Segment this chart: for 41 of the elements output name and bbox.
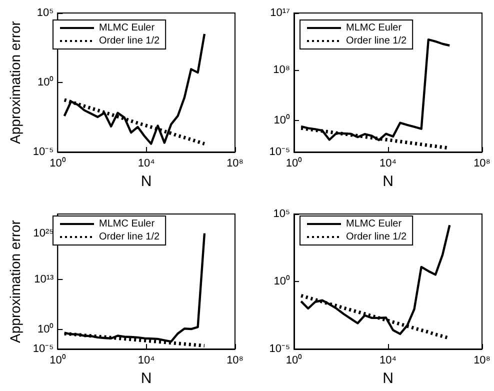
y-tick-label: 10⁰	[37, 76, 54, 88]
y-tick-label: 10⁻⁵	[269, 146, 290, 158]
x-axis-title: N	[382, 173, 394, 190]
y-tick-label: 10⁻⁵	[269, 343, 290, 355]
y-tick-label: 10¹³	[34, 274, 54, 286]
y-tick-label: 10⁵	[36, 7, 54, 19]
x-tick-label: 10⁰	[286, 156, 302, 170]
y-tick-label: 10⁰	[37, 322, 54, 336]
legend-label: MLMC Euler	[99, 218, 156, 230]
x-axis-title: N	[382, 370, 394, 387]
x-tick-label: 10⁸	[474, 158, 490, 170]
legend-label: Order line 1/2	[99, 232, 160, 242]
x-tick-label: 10⁴	[138, 354, 156, 366]
y-tick-label: 10⁻⁵	[32, 146, 54, 158]
y-axis-title: Approximation error	[7, 220, 23, 343]
x-tick-label: 10⁴	[380, 158, 397, 170]
y-tick-label: 10⁵	[273, 208, 290, 220]
x-tick-label: 10⁴	[138, 158, 156, 170]
legend-label: MLMC Euler	[346, 218, 402, 230]
legend-label: MLMC Euler	[346, 22, 402, 34]
x-tick-label: 10⁸	[226, 354, 244, 366]
y-tick-label: 10⁸	[273, 64, 290, 76]
x-tick-label: 10⁰	[286, 354, 302, 366]
y-axis-title: Approximation error	[7, 20, 23, 144]
y-tick-label: 10⁻⁵	[32, 343, 54, 355]
x-tick-label: 10⁰	[50, 354, 66, 366]
line-series	[63, 32, 206, 145]
x-tick-label: 10⁸	[226, 158, 244, 170]
y-tick-label: 10⁰	[274, 274, 290, 288]
y-tick-label: 10⁰	[274, 113, 290, 126]
x-tick-label: 10⁴	[380, 354, 397, 366]
legend-label: Order line 1/2	[346, 232, 408, 242]
legend-label: MLMC Euler	[99, 22, 156, 34]
x-tick-label: 10⁰	[50, 156, 66, 170]
x-tick-label: 10⁸	[474, 354, 490, 366]
x-axis-title: N	[140, 173, 152, 190]
y-tick-label: 10²⁵	[33, 227, 54, 240]
y-tick-label: 10¹⁷	[270, 7, 290, 19]
x-axis-title: N	[140, 370, 152, 387]
legend-label: Order line 1/2	[346, 36, 408, 46]
legend-label: Order line 1/2	[99, 36, 160, 46]
